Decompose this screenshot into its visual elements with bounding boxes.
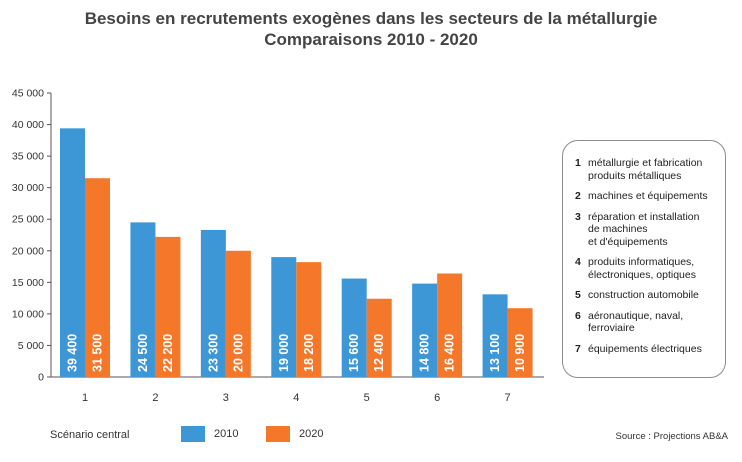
bar-value-label: 24 500	[136, 334, 150, 372]
bar-2020-5	[366, 298, 392, 377]
y-tick-label: 15 000	[12, 277, 44, 289]
bar-value-label: 13 100	[488, 334, 502, 372]
bar-2010-2	[130, 222, 156, 377]
sector-legend-item: 4 produits informatiques, électroniques, …	[575, 256, 717, 281]
bar-value-label: 20 000	[231, 334, 245, 372]
bar-2020-3	[225, 250, 251, 377]
y-tick-label: 45 000	[12, 88, 44, 100]
chart-title-line1: Besoins en recrutements exogènes dans le…	[84, 9, 658, 28]
x-tick-label: 4	[293, 392, 299, 404]
legend-entry-2020: 2020	[266, 426, 323, 442]
y-tick-label: 20 000	[12, 245, 44, 257]
legend-swatch-2020	[266, 426, 290, 442]
source-note: Source : Projections AB&A	[615, 431, 728, 442]
bar-value-label: 15 600	[347, 334, 361, 372]
y-tick-label: 10 000	[12, 308, 44, 320]
bar-2010-4	[271, 257, 297, 377]
legend-label-2010: 2010	[214, 428, 239, 440]
legend-label-2020: 2020	[299, 428, 324, 440]
chart-title: Besoins en recrutements exogènes dans le…	[0, 8, 742, 50]
sector-legend-item: 3 réparation et installation de machines …	[575, 211, 717, 249]
y-tick-label: 40 000	[12, 119, 44, 131]
bar-value-label: 23 300	[206, 334, 220, 372]
sector-legend-number: 2	[575, 190, 581, 202]
sector-legend-number: 3	[575, 210, 581, 223]
bar-2020-4	[296, 262, 322, 377]
bar-2020-7	[507, 308, 533, 377]
sector-legend-number: 6	[575, 309, 581, 322]
bar-value-label: 39 400	[66, 334, 80, 372]
bar-2010-1	[60, 128, 85, 377]
sector-legend-text: équipements électriques	[588, 342, 702, 355]
sector-legend-number: 5	[575, 289, 581, 301]
sector-legend-text: machines et équipements	[588, 190, 708, 202]
bar-2020-1	[85, 178, 110, 377]
bar-2020-6	[437, 273, 463, 377]
legend-entry-2010: 2010	[181, 426, 238, 442]
x-tick-label: 3	[223, 392, 229, 404]
x-tick-label: 6	[434, 392, 440, 404]
bar-value-label: 18 200	[302, 334, 316, 372]
bar-value-label: 31 500	[91, 334, 105, 372]
x-tick-label: 7	[505, 392, 511, 404]
sector-legend-text: aéronautique, naval, ferroviaire	[588, 309, 684, 335]
bar-2010-5	[341, 278, 367, 377]
x-tick-label: 5	[364, 392, 370, 404]
y-tick-label: 30 000	[12, 182, 44, 194]
sector-legend-text: produits informatiques, électroniques, o…	[588, 256, 696, 281]
bar-value-label: 22 200	[161, 334, 175, 372]
bar-value-label: 14 800	[418, 334, 432, 372]
scenario-label: Scénario central	[50, 429, 130, 441]
bar-2010-7	[482, 294, 508, 377]
y-tick-label: 0	[38, 372, 44, 384]
sector-legend-item: 1 métallurgie et fabrication produits mét…	[575, 157, 717, 182]
bar-2010-6	[412, 283, 438, 377]
bar-value-label: 10 900	[513, 334, 527, 372]
x-tick-label: 1	[82, 392, 88, 404]
sector-legend-item: 7 équipements électriques	[575, 343, 717, 356]
bar-value-label: 16 400	[443, 334, 457, 372]
sector-legend-text: réparation et installation de machines e…	[588, 210, 700, 248]
y-tick-label: 35 000	[12, 151, 44, 163]
sector-legend-number: 7	[575, 342, 581, 355]
sector-legend-item: 6 aéronautique, naval, ferroviaire	[575, 310, 717, 335]
sector-legend: 1 métallurgie et fabrication produits mét…	[562, 140, 726, 378]
bar-value-label: 12 400	[372, 334, 386, 372]
bar-2010-3	[200, 229, 226, 377]
sector-legend-item: 5 construction automobile	[575, 289, 717, 302]
sector-legend-item: 2 machines et équipements	[575, 190, 717, 203]
sector-legend-text: construction automobile	[588, 289, 699, 301]
bar-2020-2	[155, 236, 181, 377]
chart-title-line2: Comparaisons 2010 - 2020	[264, 30, 478, 49]
sector-legend-text: métallurgie et fabrication produits méta…	[588, 157, 703, 182]
legend-swatch-2010	[181, 426, 205, 442]
sector-legend-number: 1	[575, 157, 581, 169]
sector-legend-number: 4	[575, 256, 581, 268]
x-tick-label: 2	[152, 392, 158, 404]
y-tick-label: 5 000	[18, 340, 44, 352]
bar-value-label: 19 000	[277, 334, 291, 372]
y-tick-label: 25 000	[12, 214, 44, 226]
